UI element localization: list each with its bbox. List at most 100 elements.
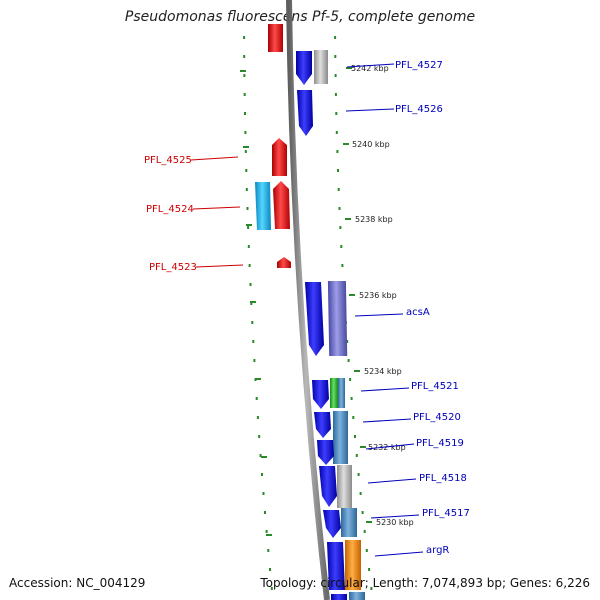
gene-PFL_4526[interactable] xyxy=(297,90,313,136)
scale-dot xyxy=(270,587,273,590)
gene-PFL_4523[interactable] xyxy=(277,257,291,268)
scale-dot xyxy=(334,93,337,96)
gene-label-text[interactable]: PFL_4525 xyxy=(144,155,192,166)
gene-cyan-PFL_4524[interactable] xyxy=(255,182,271,230)
gene-PFL_4527[interactable] xyxy=(296,51,312,85)
scale-dot xyxy=(262,492,265,495)
gene-steel-bottom[interactable] xyxy=(349,592,365,600)
label-PFL_4518[interactable]: PFL_4518 xyxy=(367,473,467,484)
gene-steel-PFL_4517[interactable] xyxy=(341,508,357,537)
gene-blue-bottom[interactable] xyxy=(331,594,347,600)
gene-green-PFL_4521[interactable] xyxy=(330,378,338,408)
scale-tick-5230: 5230 kbp xyxy=(366,518,414,527)
scale-dot xyxy=(244,131,247,134)
scale-dot xyxy=(255,397,258,400)
gene-argR[interactable] xyxy=(327,542,345,590)
map-title: Pseudomonas fluorescens Pf-5, complete g… xyxy=(124,9,476,25)
scale-dot xyxy=(253,359,256,362)
label-PFL_4524[interactable]: PFL_4524 xyxy=(146,204,241,215)
gene-orange-argR[interactable] xyxy=(345,540,361,590)
gene-slate-acsA[interactable] xyxy=(327,281,348,356)
label-PFL_4520[interactable]: PFL_4520 xyxy=(362,412,461,423)
scale-dot xyxy=(245,188,248,191)
scale-dot xyxy=(365,549,368,552)
scale-dot xyxy=(352,416,355,419)
scale-dot xyxy=(244,150,247,153)
gene-PFL_4519[interactable] xyxy=(317,440,334,465)
scale-dot xyxy=(334,55,337,58)
gene-label-text[interactable]: PFL_4518 xyxy=(419,473,467,484)
scale-dot xyxy=(247,226,250,229)
scale-dot xyxy=(363,530,366,533)
scale-tick-5234: 5234 kbp xyxy=(354,367,402,376)
gene-label-text[interactable]: argR xyxy=(426,545,449,556)
gene-label-text[interactable]: PFL_4523 xyxy=(149,262,197,273)
gene-PFL_4518[interactable] xyxy=(319,466,337,507)
label-PFL_4523[interactable]: PFL_4523 xyxy=(149,262,244,273)
scale-dot xyxy=(250,302,253,305)
scale-dot xyxy=(340,245,343,248)
gene-label-text[interactable]: PFL_4517 xyxy=(422,508,470,519)
scale-dot xyxy=(354,435,356,438)
scale-dot xyxy=(243,55,246,58)
gene-acsA[interactable] xyxy=(305,282,324,356)
scale-dot xyxy=(264,511,266,514)
scale-label: 5236 kbp xyxy=(359,291,397,300)
label-acsA[interactable]: acsA xyxy=(354,307,430,318)
label-PFL_4521[interactable]: PFL_4521 xyxy=(360,381,459,392)
label-PFL_4526[interactable]: PFL_4526 xyxy=(345,104,443,115)
scale-dot xyxy=(265,530,268,533)
scale-label: 5232 kbp xyxy=(368,443,406,452)
gene-label-text[interactable]: PFL_4526 xyxy=(395,104,443,115)
gene-label-text[interactable]: PFL_4524 xyxy=(146,204,194,215)
gene-label-text[interactable]: acsA xyxy=(406,307,430,318)
scale-dot xyxy=(258,435,261,438)
gene-label-text[interactable]: PFL_4527 xyxy=(395,60,443,71)
gene-PFL_4521[interactable] xyxy=(312,380,329,409)
scale-dot xyxy=(338,207,341,210)
gene-steel-PFL_4520[interactable] xyxy=(333,411,348,464)
scale-dot xyxy=(246,207,249,210)
scale-dot xyxy=(370,587,373,590)
label-PFL_4525[interactable]: PFL_4525 xyxy=(144,155,239,166)
scale-dot xyxy=(359,492,362,495)
scale-dot xyxy=(249,283,252,286)
scale-dot xyxy=(248,264,251,267)
label-PFL_4519[interactable]: PFL_4519 xyxy=(365,438,464,450)
scale-dot xyxy=(336,150,339,153)
gene-steel-PFL_4521[interactable] xyxy=(338,378,345,408)
scale-dot xyxy=(247,245,250,248)
scale-dots-right xyxy=(334,36,373,590)
scale-dot xyxy=(355,454,358,457)
scale-tick-5232: 5232 kbp xyxy=(360,443,406,452)
scale-dot xyxy=(243,93,246,96)
scale-tick-5236: 5236 kbp xyxy=(349,291,397,300)
scale-dot xyxy=(252,340,255,343)
gene-gray-PFL_4518[interactable] xyxy=(337,465,352,508)
gene-label-text[interactable]: PFL_4519 xyxy=(416,438,464,449)
scale-dot xyxy=(357,473,360,476)
scale-dot xyxy=(256,416,259,419)
label-PFL_4527[interactable]: PFL_4527 xyxy=(346,60,443,71)
gene-label-text[interactable]: PFL_4521 xyxy=(411,381,459,392)
scale-dot xyxy=(334,36,337,39)
scale-label: 5238 kbp xyxy=(355,215,393,224)
label-argR[interactable]: argR xyxy=(374,545,449,557)
scale-dot xyxy=(335,112,338,115)
gene-PFL_4525[interactable] xyxy=(272,138,287,176)
scale-dot xyxy=(267,549,270,552)
gene-PFL_4520[interactable] xyxy=(314,412,331,438)
left-scale-ticks xyxy=(240,70,272,536)
scale-dot xyxy=(243,74,246,77)
scale-dot xyxy=(349,378,352,381)
gene-label-text[interactable]: PFL_4520 xyxy=(413,412,461,423)
gene-PFL_4517[interactable] xyxy=(323,510,341,538)
label-PFL_4517[interactable]: PFL_4517 xyxy=(370,508,470,519)
gene-red-top[interactable] xyxy=(268,24,283,52)
scale-dot xyxy=(341,264,344,267)
gene-PFL_4524[interactable] xyxy=(273,181,290,229)
scale-dot xyxy=(243,36,246,39)
gene-gray-PFL_4527[interactable] xyxy=(314,50,328,84)
